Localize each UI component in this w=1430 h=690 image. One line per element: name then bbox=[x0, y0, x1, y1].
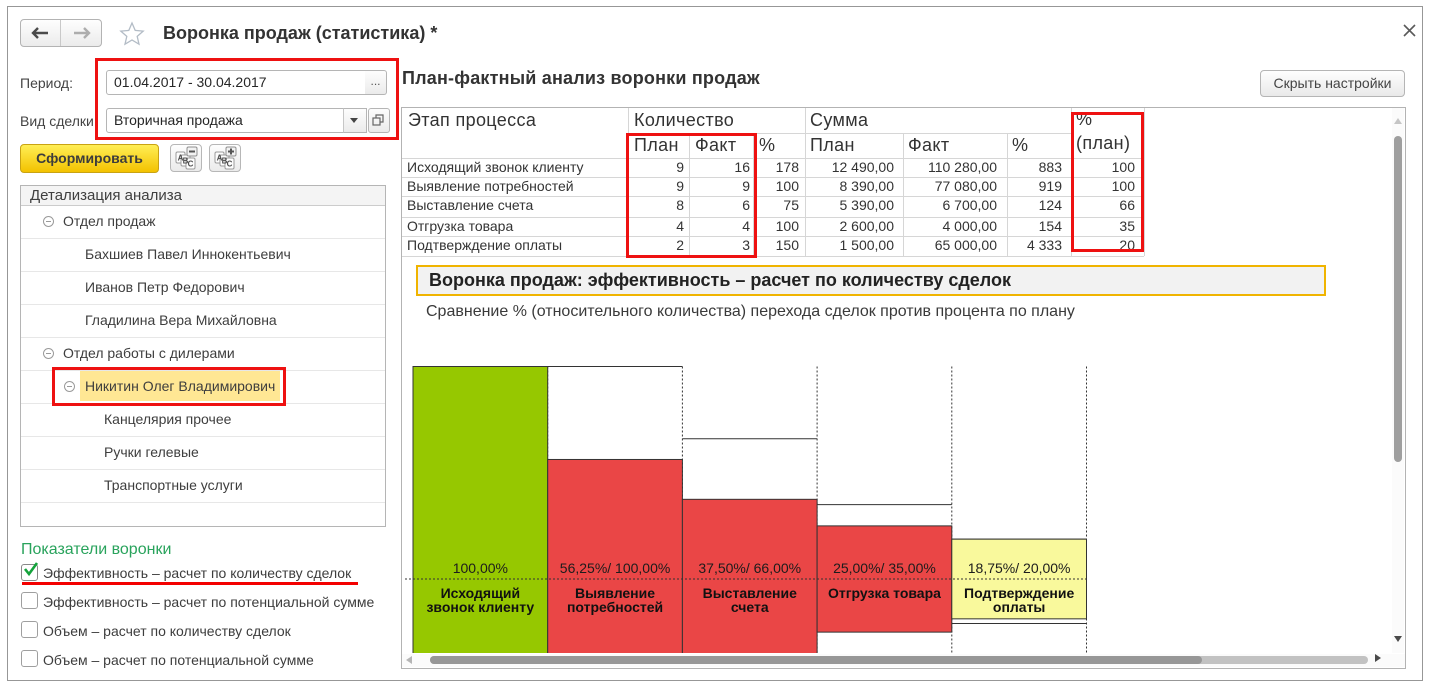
svg-text:Подтверждение: Подтверждение bbox=[964, 585, 1074, 601]
svg-text:B: B bbox=[183, 157, 189, 166]
svg-text:счета: счета bbox=[731, 599, 769, 615]
svg-text:Выявление: Выявление bbox=[575, 585, 655, 601]
svg-text:оплаты: оплаты bbox=[993, 599, 1046, 615]
svg-text:Отгрузка товара: Отгрузка товара bbox=[828, 585, 941, 601]
svg-text:B: B bbox=[222, 157, 228, 166]
svg-text:100,00%: 100,00% bbox=[453, 560, 508, 576]
svg-text:C: C bbox=[227, 160, 233, 169]
svg-text:56,25%/ 100,00%: 56,25%/ 100,00% bbox=[560, 560, 671, 576]
svg-text:A: A bbox=[178, 154, 184, 163]
svg-text:37,50%/ 66,00%: 37,50%/ 66,00% bbox=[698, 560, 801, 576]
svg-text:потребностей: потребностей bbox=[567, 599, 663, 615]
svg-text:C: C bbox=[188, 160, 194, 169]
svg-text:звонок клиенту: звонок клиенту bbox=[426, 599, 534, 615]
svg-text:18,75%/ 20,00%: 18,75%/ 20,00% bbox=[968, 560, 1071, 576]
svg-text:25,00%/ 35,00%: 25,00%/ 35,00% bbox=[833, 560, 936, 576]
svg-text:Выставление: Выставление bbox=[703, 585, 797, 601]
svg-text:Исходящий: Исходящий bbox=[441, 585, 521, 601]
svg-text:A: A bbox=[217, 154, 223, 163]
